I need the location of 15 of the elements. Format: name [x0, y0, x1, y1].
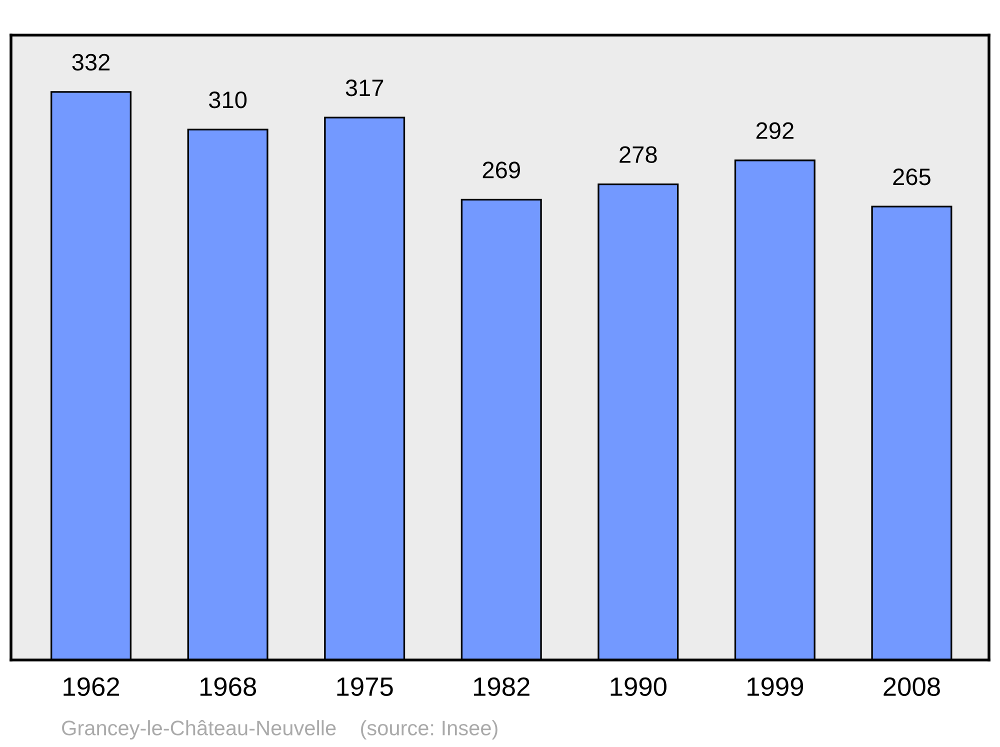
data-label: 278 — [620, 146, 657, 163]
data-label: 265 — [893, 168, 930, 186]
x-tick-label: 1962 — [64, 677, 120, 696]
x-tick-label: 1990 — [610, 677, 666, 696]
x-tick-label: 1968 — [200, 677, 256, 696]
x-tick-label: 1975 — [337, 677, 393, 696]
data-label: 317 — [346, 80, 384, 96]
data-label: 332 — [72, 54, 110, 71]
x-tick-label: 1982 — [474, 677, 530, 696]
data-label: 269 — [482, 162, 520, 178]
x-tick-label: 1999 — [748, 677, 804, 696]
data-label: 310 — [209, 92, 247, 108]
x-tick-label: 2008 — [884, 677, 940, 696]
text: Grancey-le-Château-Neuvelle (source: Insee) — [62, 720, 498, 740]
data-label: 292 — [756, 122, 794, 140]
